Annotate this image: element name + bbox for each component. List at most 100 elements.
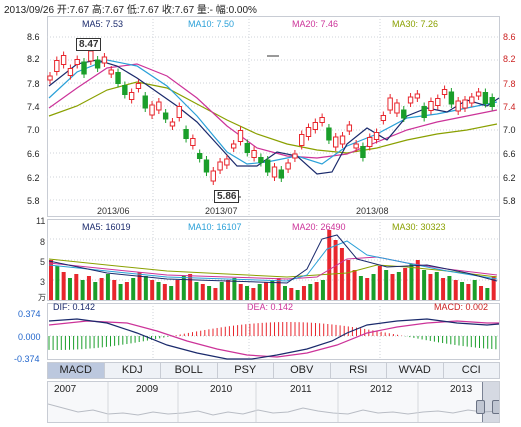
ma10-label: MA10: 7.50	[188, 19, 235, 29]
volume-bar	[390, 274, 395, 300]
tab-kdj[interactable]: KDJ	[105, 363, 161, 378]
candle-body	[326, 127, 332, 141]
volume-bar	[226, 280, 231, 300]
vol-ma5-label: MA5: 16019	[82, 222, 131, 232]
volume-bar	[346, 260, 351, 300]
volume-bar	[93, 282, 98, 300]
vol-ma30-label: MA30: 30323	[392, 222, 446, 232]
y-tick-left: 6.2	[27, 173, 40, 183]
candle-body	[278, 169, 285, 179]
volume-bar	[327, 230, 332, 300]
volume-bar	[365, 278, 370, 300]
volume-bar	[80, 280, 85, 300]
volume-bar	[61, 272, 66, 300]
ma30-label: MA30: 7.26	[392, 19, 439, 29]
candle-body	[441, 89, 448, 95]
volume-bar	[485, 288, 490, 300]
ma20-label: MA20: 7.46	[292, 19, 339, 29]
volume-bar	[314, 282, 319, 300]
candle-body	[482, 92, 489, 104]
volume-bar	[86, 276, 91, 300]
ma5-label: MA5: 7.53	[82, 19, 124, 29]
y-tick-left: 8.2	[27, 54, 40, 64]
vol-y-tick: 11	[36, 216, 46, 226]
candle-body	[156, 101, 162, 111]
candle-body	[414, 93, 421, 99]
ma20-line	[48, 63, 498, 159]
volume-bar	[308, 284, 313, 300]
volume-bar	[403, 268, 408, 300]
volume-bar	[371, 274, 376, 300]
y-tick-left: 8.6	[27, 32, 40, 42]
volume-bar	[143, 276, 148, 300]
y-tick-left: 7.8	[27, 79, 40, 89]
volume-bar	[466, 284, 471, 300]
candle-body	[169, 121, 176, 127]
volume-bar	[352, 270, 357, 300]
candle-body	[469, 96, 475, 104]
volume-bar	[181, 276, 186, 300]
candle-body	[60, 55, 67, 65]
volume-bar	[339, 248, 344, 300]
volume-bar	[232, 278, 237, 300]
volume-bar	[384, 270, 389, 300]
tab-psy[interactable]: PSY	[218, 363, 274, 378]
tab-rsi[interactable]: RSI	[331, 363, 387, 378]
range-handle-right-icon[interactable]	[492, 400, 499, 414]
y-tick-right: 6.2	[503, 173, 516, 183]
y-tick-right: 8.2	[503, 54, 516, 64]
volume-bar	[415, 260, 420, 300]
nav-year: 2011	[290, 384, 312, 395]
candle-body	[428, 101, 434, 111]
macd-panel[interactable]	[47, 303, 500, 360]
tab-macd[interactable]: MACD	[48, 363, 105, 378]
tab-boll[interactable]: BOLL	[161, 363, 218, 378]
volume-bar	[118, 284, 123, 300]
y-tick-right: 7.8	[503, 79, 516, 89]
candle-body	[224, 158, 230, 166]
nav-year: 2010	[210, 384, 233, 395]
volume-bar	[188, 274, 193, 300]
volume-chart	[47, 219, 500, 301]
candle-body	[394, 102, 400, 114]
y-tick-right: 7.4	[503, 102, 516, 112]
candle-body	[47, 75, 53, 81]
volume-bar	[99, 278, 104, 300]
x-tick: 2013/07	[205, 206, 238, 216]
candle-body	[455, 100, 461, 112]
volume-bar	[428, 274, 433, 300]
candle-body	[149, 104, 155, 116]
volume-bar	[276, 278, 281, 300]
time-navigator[interactable]: 2007 2009 2010 2011 2012 2013	[47, 381, 500, 423]
candle-body	[435, 98, 441, 106]
candle-body	[387, 97, 393, 111]
volume-bar	[105, 274, 110, 300]
tab-obv[interactable]: OBV	[274, 363, 331, 378]
navigator-sparkline	[48, 382, 499, 422]
volume-bar	[251, 288, 256, 300]
tab-wvad[interactable]: WVAD	[387, 363, 444, 378]
tab-cci[interactable]: CCI	[461, 364, 481, 376]
volume-bar	[67, 278, 72, 300]
volume-bar	[453, 280, 458, 300]
volume-bar	[289, 288, 294, 300]
dif-label: DIF: 0.142	[53, 302, 96, 312]
candle-body	[339, 135, 346, 145]
candle-body	[217, 161, 223, 171]
candle-body	[190, 138, 196, 146]
candle-body	[264, 159, 271, 173]
volume-bar	[55, 266, 60, 300]
candle-body	[367, 137, 373, 147]
candle-body	[448, 91, 455, 105]
candle-body	[401, 109, 407, 119]
candle-body	[115, 72, 121, 84]
candle-body	[94, 59, 101, 69]
indicator-tab-bar: MACD KDJ BOLL PSY OBV RSI WVAD CCI	[47, 362, 500, 379]
candle-body	[244, 143, 250, 153]
y-tick-right: 5.8	[503, 196, 516, 206]
candle-body	[142, 95, 148, 109]
volume-bar	[137, 272, 142, 300]
candle-body	[176, 106, 182, 118]
range-handle-left-icon[interactable]	[476, 400, 485, 414]
candle-body	[88, 50, 94, 62]
